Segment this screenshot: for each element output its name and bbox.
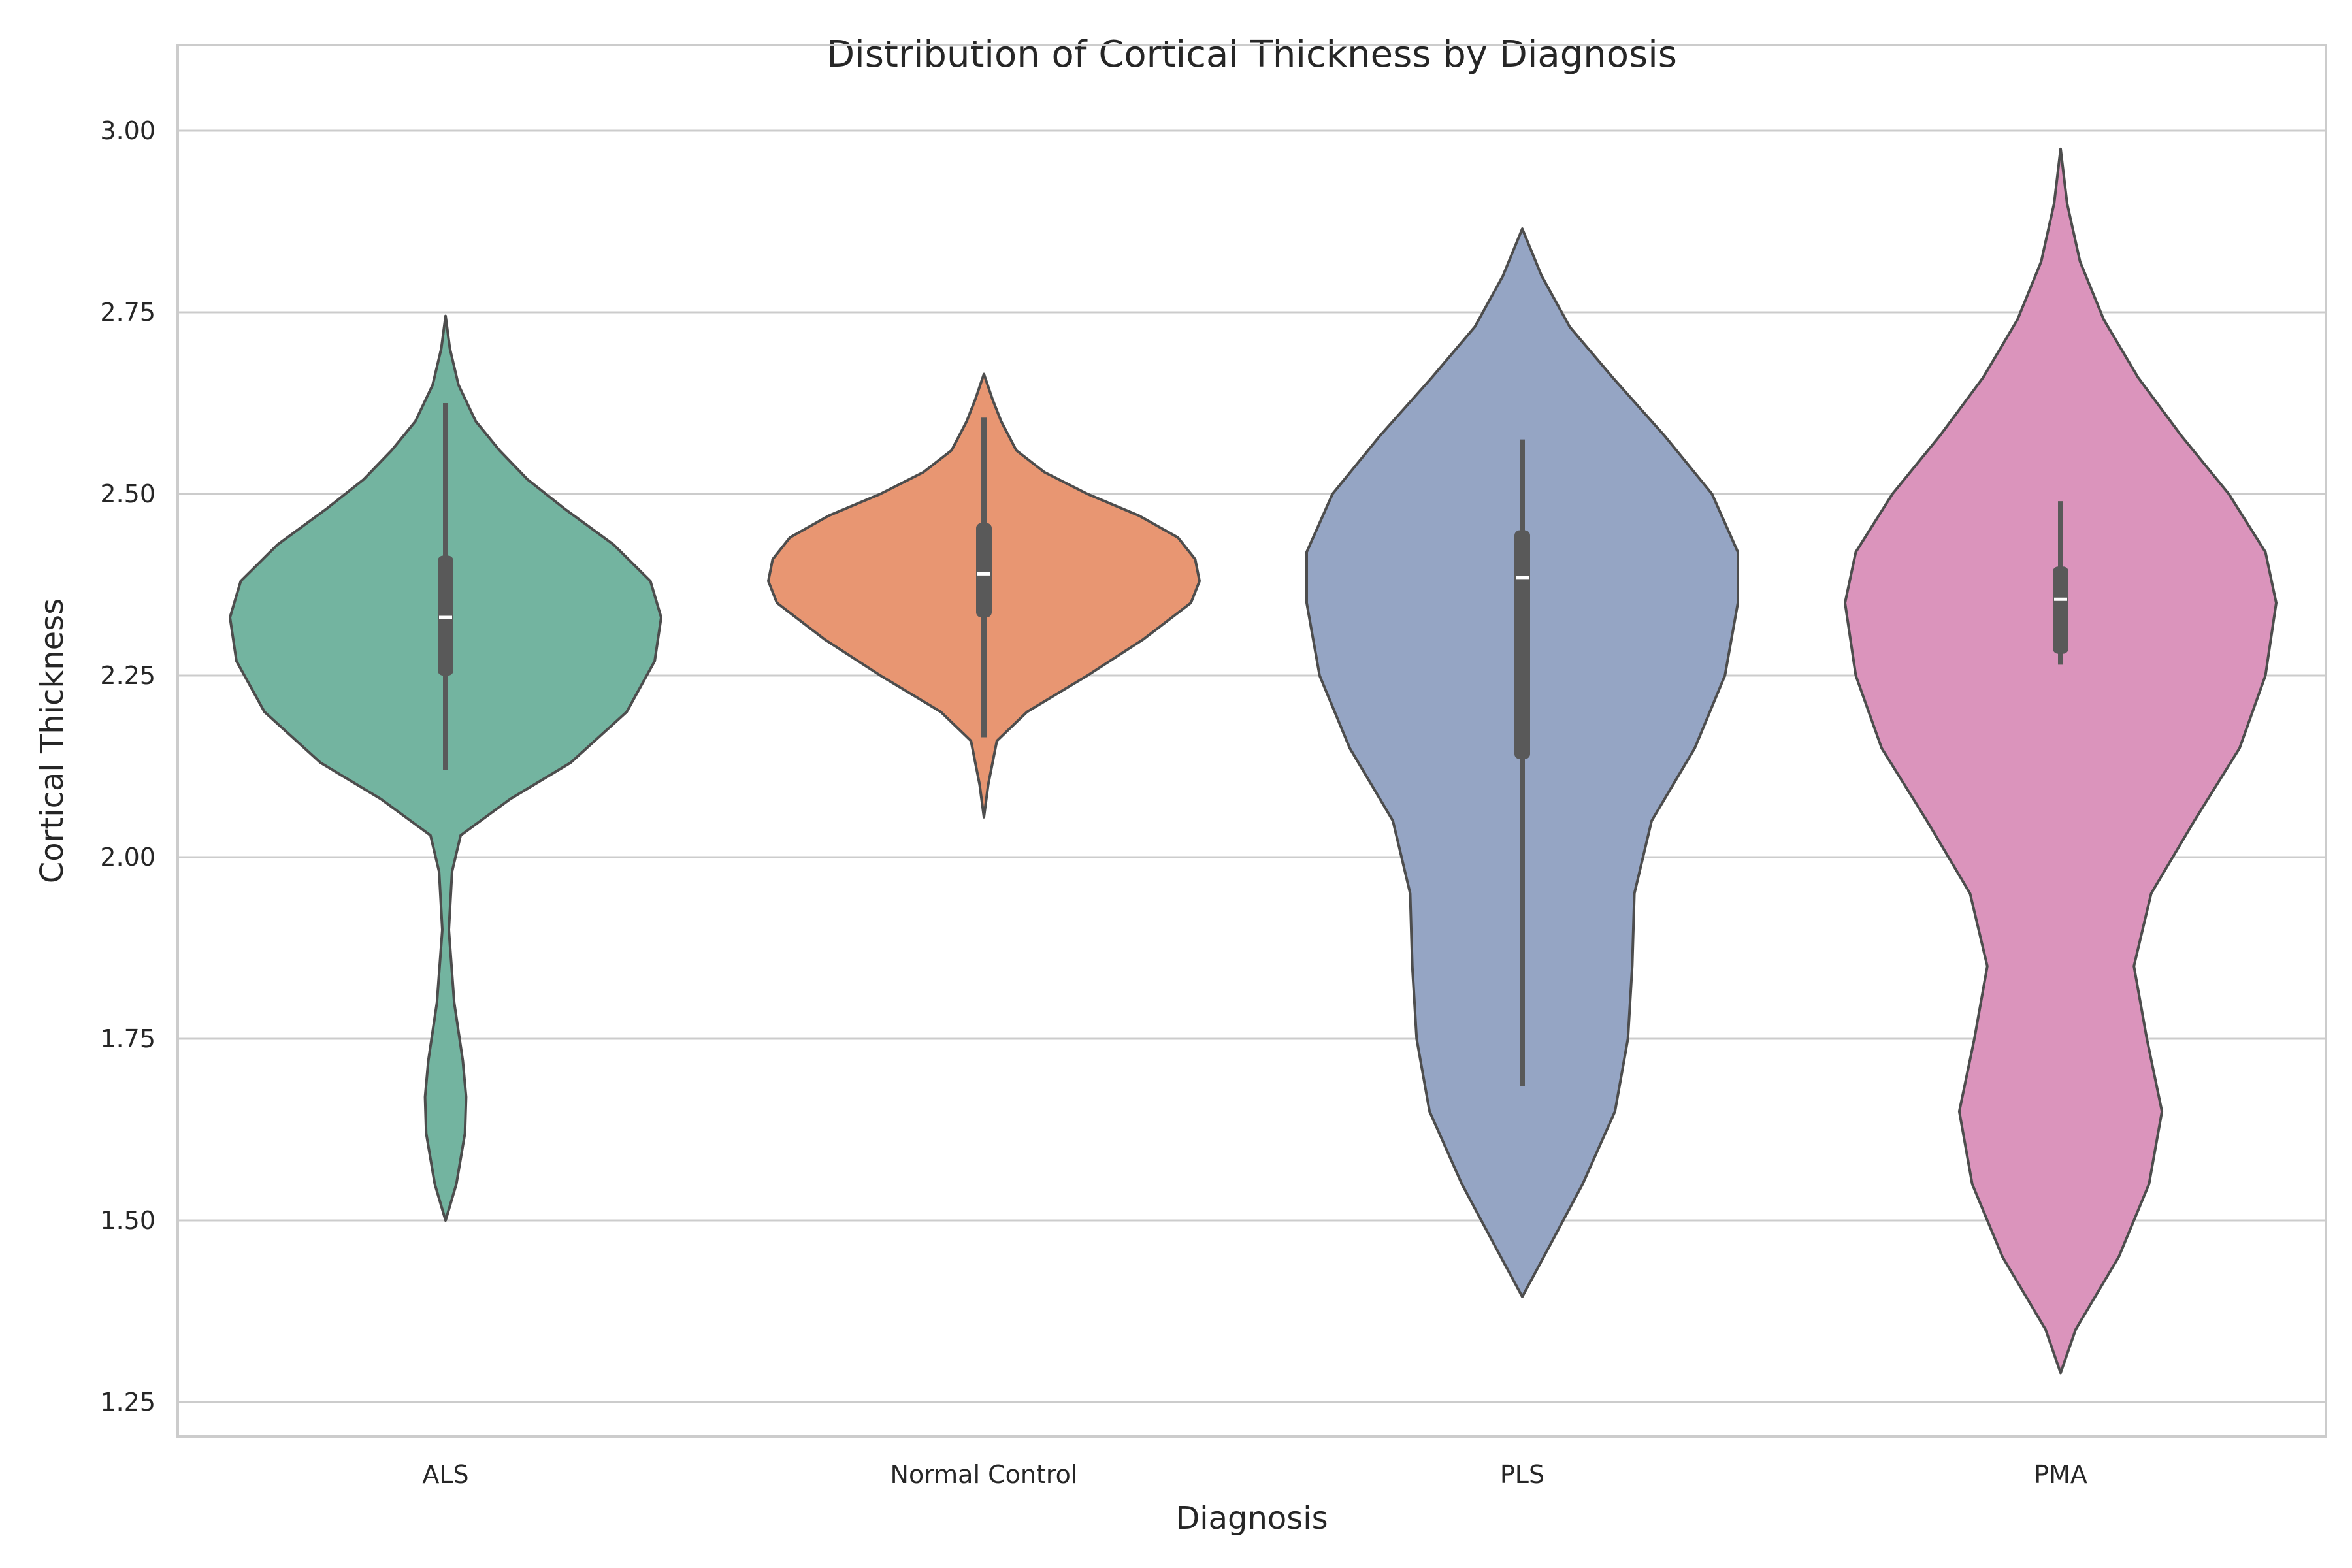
iqr-box	[976, 523, 992, 618]
y-tick-label: 2.75	[100, 298, 155, 327]
y-tick-label: 1.75	[100, 1024, 155, 1053]
x-tick-label: ALS	[422, 1460, 468, 1489]
violin-group	[767, 372, 1201, 819]
x-ticks: ALS Normal Control PLS PMA	[422, 1460, 2087, 1489]
violins	[229, 147, 2278, 1375]
y-tick-label: 1.50	[100, 1206, 155, 1235]
x-tick-label: PMA	[2034, 1460, 2087, 1489]
x-tick-label: PLS	[1500, 1460, 1544, 1489]
violin-group	[1305, 227, 1739, 1298]
y-tick-label: 1.25	[100, 1388, 155, 1416]
y-tick-label: 2.50	[100, 480, 155, 508]
x-axis-label: Diagnosis	[1175, 1500, 1328, 1537]
chart-title: Distribution of Cortical Thickness by Di…	[826, 33, 1677, 76]
y-tick-label: 2.00	[100, 843, 155, 872]
y-axis-label: Cortical Thickness	[34, 598, 71, 883]
violin-group	[229, 314, 662, 1222]
iqr-box	[1514, 530, 1530, 759]
x-tick-label: Normal Control	[890, 1460, 1078, 1489]
iqr-box	[438, 555, 453, 676]
violin-group	[1844, 147, 2278, 1375]
y-tick-label: 2.25	[100, 661, 155, 690]
y-ticks: 1.25 1.50 1.75 2.00 2.25 2.50 2.75 3.00	[100, 116, 155, 1416]
y-tick-label: 3.00	[100, 116, 155, 145]
plot-frame	[176, 44, 2327, 1438]
iqr-box	[2053, 566, 2068, 654]
violin-body	[1844, 147, 2278, 1375]
